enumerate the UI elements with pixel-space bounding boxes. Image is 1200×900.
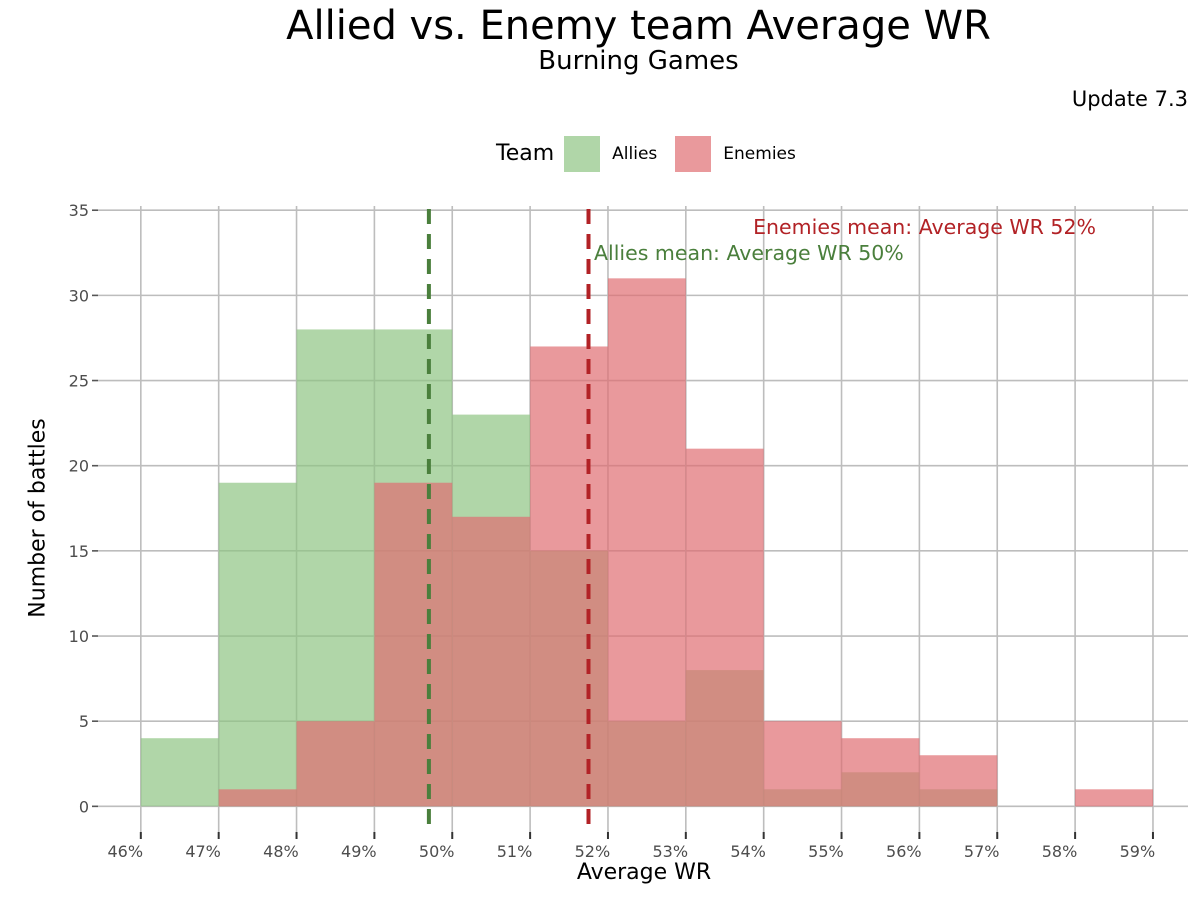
y-tick-label: 10 — [69, 627, 89, 646]
bar-enemies — [218, 789, 297, 807]
bar-allies — [140, 738, 219, 807]
legend: Team Allies Enemies — [496, 135, 814, 172]
bar-enemies — [530, 346, 608, 807]
chart-subtitle: Burning Games — [538, 46, 739, 76]
chart-title: Allied vs. Enemy team Average WR — [286, 3, 991, 49]
y-tick-label: 30 — [69, 286, 89, 305]
x-tick-label: 56% — [886, 842, 922, 861]
bar-enemies — [607, 278, 686, 807]
x-axis-label: Average WR — [576, 860, 712, 885]
y-tick-label: 25 — [69, 372, 89, 391]
annotation-allies-mean: Allies mean: Average WR 50% — [594, 241, 904, 265]
y-tick-label: 5 — [79, 712, 89, 731]
x-tick-label: 59% — [1120, 842, 1156, 861]
x-tick-label: 48% — [263, 842, 299, 861]
y-tick-label: 20 — [69, 457, 89, 476]
legend-key-enemies — [675, 135, 712, 172]
bar-enemies — [919, 755, 998, 807]
x-tick-label: 47% — [185, 842, 221, 861]
x-tick-label: 50% — [419, 842, 455, 861]
x-tick-label: 54% — [730, 842, 766, 861]
x-tick-label: 46% — [107, 842, 143, 861]
legend-label-allies: Allies — [612, 143, 658, 164]
bar-enemies — [763, 721, 842, 807]
x-tick-label: 58% — [1042, 842, 1078, 861]
bar-enemies — [296, 721, 375, 807]
x-tick-label: 55% — [808, 842, 844, 861]
y-tick-label: 15 — [69, 542, 89, 561]
bar-enemies — [374, 482, 453, 807]
x-tick-label: 51% — [497, 842, 533, 861]
x-tick-label: 53% — [652, 842, 688, 861]
annotation-enemies-mean: Enemies mean: Average WR 52% — [753, 215, 1096, 239]
legend-key-allies — [564, 135, 601, 172]
x-tick-label: 52% — [575, 842, 611, 861]
bar-allies — [218, 482, 297, 807]
y-axis-label: Number of battles — [25, 418, 51, 618]
x-tick-label: 57% — [964, 842, 1000, 861]
y-tick-label: 0 — [79, 797, 89, 816]
bar-enemies — [1075, 789, 1153, 807]
bar-enemies — [452, 516, 531, 807]
x-tick-label: 49% — [341, 842, 377, 861]
legend-label-enemies: Enemies — [723, 143, 796, 164]
update-caption: Update 7.3 — [1071, 87, 1188, 111]
legend-title: Team — [496, 141, 555, 166]
bar-enemies — [685, 448, 764, 807]
bar-enemies — [841, 738, 920, 807]
y-tick-label: 35 — [69, 201, 89, 220]
